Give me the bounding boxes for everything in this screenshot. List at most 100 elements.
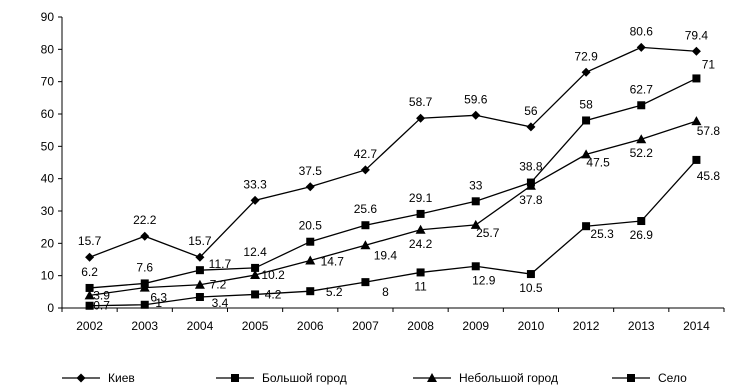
- data-label: 3.9: [93, 288, 110, 302]
- data-point-marker: [471, 110, 481, 120]
- data-point-marker: [84, 290, 95, 300]
- data-point-marker: [251, 263, 260, 272]
- data-label: 12.4: [243, 245, 267, 259]
- data-point-marker: [691, 46, 701, 56]
- x-tick-label: 2004: [187, 319, 214, 333]
- data-label: 37.5: [299, 164, 323, 178]
- data-point-marker: [250, 270, 261, 280]
- data-point-marker: [581, 67, 591, 77]
- chart-axes: 0 10 20 30 40 50 60 70 80 90 2002 2003 2004 2005 2006 2…: [41, 10, 725, 333]
- data-point-marker: [85, 283, 94, 292]
- data-point-marker: [416, 209, 425, 218]
- data-label: 22.2: [133, 213, 157, 227]
- data-point-marker: [306, 237, 315, 246]
- data-point-marker: [691, 116, 702, 126]
- data-label: 80.6: [630, 24, 654, 38]
- data-label: 8: [382, 285, 389, 299]
- y-tick-label: 50: [41, 139, 55, 153]
- data-point-marker: [692, 155, 701, 164]
- data-point-marker: [306, 287, 315, 296]
- x-tick-label: 2009: [462, 319, 489, 333]
- data-point-marker: [85, 301, 94, 310]
- data-label: 62.7: [630, 82, 654, 96]
- data-point-marker: [692, 74, 701, 83]
- legend-marker: [76, 373, 86, 383]
- data-point-marker: [526, 270, 535, 279]
- data-point-marker: [636, 134, 647, 144]
- data-label: 37.8: [519, 193, 543, 207]
- data-label: 38.8: [519, 160, 543, 174]
- data-point-marker: [195, 266, 204, 275]
- data-point-marker: [526, 122, 536, 132]
- x-tick-label: 2014: [683, 319, 710, 333]
- data-label: 10.2: [261, 268, 285, 282]
- legend-entry-label: Большой город: [262, 371, 347, 385]
- data-point-marker: [581, 149, 592, 159]
- data-point-marker: [470, 219, 481, 229]
- data-label: 29.1: [409, 191, 433, 205]
- y-tick-label: 10: [41, 269, 55, 283]
- data-label: 7.6: [136, 260, 153, 274]
- data-label: 19.4: [374, 248, 398, 262]
- y-tick-label: 60: [41, 107, 55, 121]
- series-line-3: [89, 159, 697, 307]
- data-label: 0.7: [93, 299, 110, 313]
- legend-entry-label: Небольшой город: [459, 371, 558, 385]
- data-label: 57.8: [697, 124, 721, 138]
- data-point-marker: [194, 279, 205, 289]
- data-label: 72.9: [574, 49, 598, 63]
- data-point-marker: [361, 221, 370, 230]
- x-tick-label: 2010: [518, 319, 545, 333]
- data-label: 52.2: [630, 146, 654, 160]
- x-tick-label: 2008: [407, 319, 434, 333]
- data-point-marker: [471, 262, 480, 271]
- legend-marker: [627, 374, 635, 382]
- data-label: 71: [702, 57, 716, 71]
- legend-entry-label: Киев: [108, 371, 135, 385]
- chart-series-lines: [89, 46, 697, 307]
- data-label: 15.7: [188, 234, 212, 248]
- data-point-marker: [195, 293, 204, 302]
- data-point-marker: [637, 217, 646, 226]
- data-label: 1: [155, 296, 162, 310]
- data-point-marker: [361, 278, 370, 287]
- x-tick-label: 2012: [573, 319, 600, 333]
- data-label: 26.9: [630, 228, 654, 242]
- data-label: 15.7: [78, 234, 102, 248]
- y-tick-label: 30: [41, 204, 55, 218]
- series-line-2: [89, 120, 697, 297]
- data-label: 3.4: [212, 296, 229, 310]
- x-tick-label: 2007: [352, 319, 379, 333]
- data-label: 33: [469, 178, 483, 192]
- data-point-marker: [416, 268, 425, 277]
- data-label: 42.7: [354, 147, 378, 161]
- data-point-marker: [360, 165, 370, 175]
- data-label: 79.4: [685, 28, 709, 42]
- data-point-marker: [140, 231, 150, 241]
- data-point-marker: [305, 182, 315, 192]
- data-label: 10.5: [519, 281, 543, 295]
- data-point-marker: [416, 113, 426, 123]
- y-tick-label: 40: [41, 172, 55, 186]
- data-point-marker: [195, 252, 205, 262]
- y-tick-label: 90: [41, 10, 55, 24]
- y-tick-label: 80: [41, 42, 55, 56]
- data-label: 11.7: [209, 257, 232, 271]
- data-point-marker: [139, 282, 150, 292]
- data-label: 47.5: [586, 155, 610, 169]
- x-tick-label: 2003: [131, 319, 158, 333]
- data-point-marker: [471, 197, 480, 206]
- data-label: 6.3: [150, 291, 167, 305]
- x-tick-label: 2013: [628, 319, 655, 333]
- data-label: 11: [414, 279, 427, 293]
- data-point-marker: [360, 240, 371, 250]
- data-label: 25.7: [476, 226, 500, 240]
- data-point-marker: [305, 255, 316, 265]
- data-label: 20.5: [299, 219, 323, 233]
- legend-entry-label: Село: [658, 371, 687, 385]
- x-tick-label: 2005: [242, 319, 269, 333]
- data-point-marker: [251, 290, 260, 299]
- data-point-marker: [582, 222, 591, 231]
- data-point-marker: [582, 116, 591, 125]
